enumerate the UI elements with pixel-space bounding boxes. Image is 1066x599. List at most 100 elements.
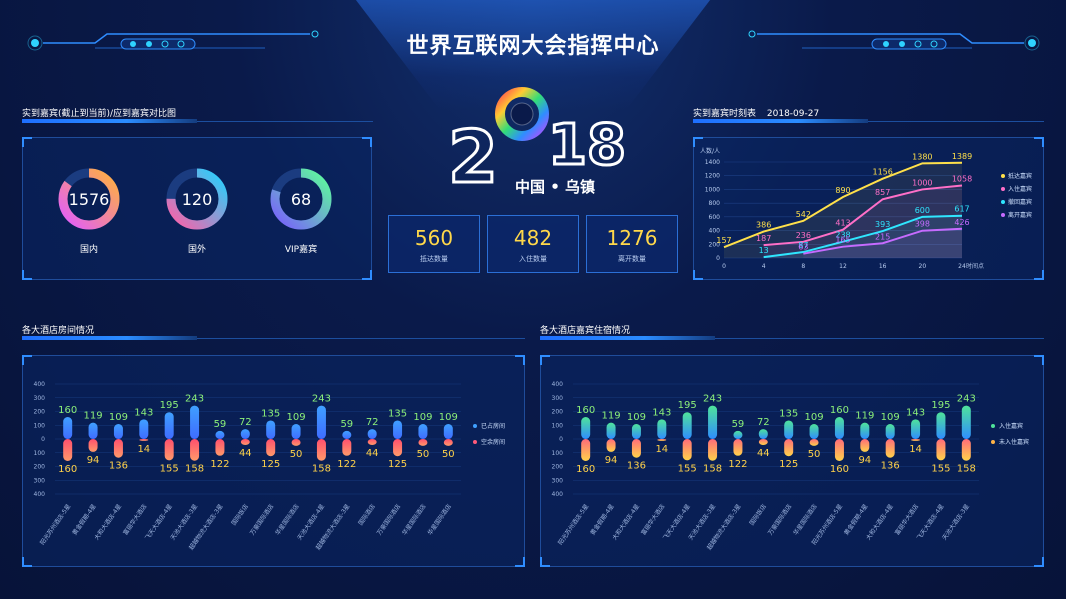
legend-label: 已占房间 — [481, 422, 505, 430]
bar-positive — [215, 430, 225, 439]
data-label: 398 — [915, 220, 930, 229]
bar-positive — [139, 419, 149, 439]
bar-value-bottom: 158 — [185, 464, 204, 475]
bar-value-top: 109 — [439, 412, 458, 423]
y-tick-label: 100 — [552, 422, 564, 429]
header-deco-right — [748, 30, 1040, 51]
bar-value-top: 243 — [957, 394, 976, 405]
bar-negative — [88, 439, 98, 452]
data-label: 236 — [796, 231, 811, 240]
category-label: 飞天大酒店-4星 — [661, 503, 692, 542]
bar-negative — [164, 439, 174, 461]
legend-dot — [991, 440, 995, 444]
category-label: 大和大酒店-4星 — [864, 503, 895, 542]
y-tick-label: 300 — [34, 477, 46, 484]
bar-value-bottom: 14 — [137, 444, 150, 455]
bar-negative — [393, 439, 403, 457]
bar-positive — [113, 424, 123, 439]
stat-label: 入住数量 — [519, 255, 547, 263]
data-label: 1000 — [912, 178, 932, 187]
y-tick-label: 200 — [709, 241, 721, 248]
bar-value-bottom: 155 — [160, 463, 179, 474]
bar-negative — [708, 439, 718, 461]
bar-value-bottom: 160 — [576, 464, 595, 475]
stat-box-arrived: 560 抵达数量 — [388, 215, 480, 273]
bar-value-top: 59 — [732, 419, 745, 430]
bar-value-bottom: 136 — [627, 461, 646, 472]
bar-negative — [240, 439, 250, 446]
bar-positive — [418, 424, 428, 439]
x-tick-label: 12 — [839, 263, 847, 270]
stat-value: 1276 — [606, 226, 658, 250]
bar-negative — [139, 439, 149, 441]
logo-ring-icon — [495, 87, 549, 141]
legend-label: 离开嘉宾 — [1008, 211, 1032, 219]
category-label: 阳光苏州酒店-5星 — [556, 503, 590, 547]
category-label: 大和大酒店-4星 — [92, 503, 123, 542]
bar-negative — [291, 439, 301, 446]
y-tick-label: 400 — [34, 381, 46, 388]
bar-value-bottom: 155 — [678, 463, 697, 474]
bar-negative — [367, 439, 377, 446]
bar-positive — [342, 430, 352, 439]
bar-value-top: 119 — [602, 411, 621, 422]
bar-value-top: 243 — [185, 394, 204, 405]
ring-value: 1576 — [69, 190, 110, 209]
bar-value-top: 59 — [340, 419, 353, 430]
bar-positive — [164, 412, 174, 439]
bar-negative — [784, 439, 794, 457]
bar-positive — [733, 430, 743, 439]
rooms-panel: 400 300 200 100 0 100 200 300 400 160 160 阳光苏州酒店-5星… — [22, 355, 525, 567]
hotel-guests-title-line — [715, 338, 1044, 339]
bar-value-top: 109 — [287, 412, 306, 423]
bar-negative — [936, 439, 946, 461]
bar-value-top: 109 — [413, 412, 432, 423]
bar-positive — [885, 424, 895, 439]
y-tick-label: 300 — [552, 477, 564, 484]
bar-positive — [708, 405, 718, 439]
timeline-panel: 人数/人 0 200 400 600 800 1000 1200 1400 0 4 8 12 16 20 24… — [693, 137, 1044, 280]
series-area — [724, 162, 962, 258]
series-line — [763, 184, 963, 247]
data-label: 238 — [835, 231, 850, 240]
data-label: 857 — [875, 188, 890, 197]
bar-negative — [443, 439, 453, 446]
bar-negative — [682, 439, 692, 461]
category-label: 黄金假期-4星 — [842, 503, 869, 537]
data-label: 165 — [835, 236, 850, 245]
category-label: 华星国际酒店 — [273, 503, 300, 537]
logo-year-left: 2 — [448, 115, 498, 190]
bar-value-top: 72 — [239, 417, 252, 428]
category-label: 华星国际酒店 — [791, 503, 818, 537]
category-label: 富丽华大酒店 — [893, 503, 920, 537]
category-label: 飞天大酒店-4星 — [915, 503, 946, 542]
bar-value-bottom: 160 — [830, 464, 849, 475]
category-label: 富丽华大酒店 — [639, 503, 666, 537]
y-axis-label: 人数/人 — [700, 147, 720, 155]
y-tick-label: 200 — [552, 409, 564, 416]
bar-value-top: 143 — [134, 407, 153, 418]
data-label: 1380 — [912, 152, 932, 161]
category-label: 国际酒店 — [356, 503, 376, 527]
bar-value-bottom: 136 — [881, 461, 900, 472]
x-axis-label: 时间点 — [966, 262, 984, 270]
legend-dot — [1001, 213, 1005, 217]
y-tick-label: 200 — [34, 464, 46, 471]
data-label: 600 — [915, 206, 930, 215]
legend-label: 入住嘉宾 — [1008, 185, 1032, 193]
x-tick-label: 0 — [722, 263, 726, 270]
y-tick-label: 100 — [34, 422, 46, 429]
bar-positive — [316, 405, 326, 439]
timeline-date: 2018-09-27 — [766, 109, 820, 119]
legend-label: 撤回嘉宾 — [1008, 198, 1032, 206]
category-label: 万豪国际酒店 — [766, 503, 793, 537]
bar-negative — [631, 439, 641, 458]
x-tick-label: 16 — [879, 263, 887, 270]
category-label: 飞天大酒店-4星 — [143, 503, 174, 542]
bar-value-bottom: 50 — [290, 449, 303, 460]
y-tick-label: 0 — [716, 255, 720, 262]
bar-positive — [834, 417, 844, 439]
category-label: 天池大酒店-3星 — [687, 503, 718, 542]
data-label: 1389 — [952, 152, 972, 161]
bar-positive — [606, 422, 616, 439]
